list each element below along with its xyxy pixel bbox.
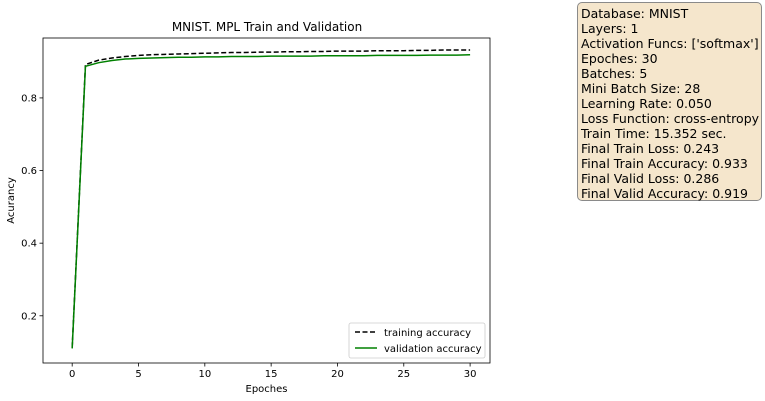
- info-line: Mini Batch Size: 28: [581, 81, 701, 96]
- y-tick-label: 0.6: [21, 166, 37, 177]
- info-line: Learning Rate: 0.050: [581, 96, 712, 111]
- y-axis-label: Acurancy: [6, 177, 17, 224]
- x-tick-label: 5: [135, 369, 141, 380]
- x-tick-label: 15: [265, 369, 278, 380]
- x-tick-label: 20: [331, 369, 344, 380]
- series-layer: [71, 49, 471, 349]
- y-tick-label: 0.8: [21, 93, 37, 104]
- info-line: Final Valid Loss: 0.286: [581, 171, 720, 186]
- legend-frame: [348, 322, 486, 359]
- legend-label-training: training accuracy: [384, 328, 471, 339]
- plot-frame: [42, 37, 491, 364]
- training-accuracy-line: [71, 49, 471, 348]
- legend-label-validation: validation accuracy: [384, 344, 482, 355]
- x-tick-label: 30: [464, 369, 477, 380]
- info-line: Epoches: 30: [581, 51, 658, 66]
- model-info-box: Database: MNIST Layers: 1 Activation Funcs…: [577, 2, 762, 201]
- y-tick-label: 0.4: [21, 239, 37, 250]
- x-tick-label: 0: [69, 369, 75, 380]
- info-line: Final Valid Accuracy: 0.919: [581, 186, 749, 201]
- info-line: Activation Funcs: ['softmax']: [581, 36, 759, 51]
- y-axis-ticks: 0.2 0.4 0.6 0.8: [21, 93, 43, 322]
- info-line: Layers: 1: [581, 21, 639, 36]
- x-axis-ticks: 0 5 10 15 20 25 30: [69, 363, 476, 380]
- info-line: Loss Function: cross-entropy: [581, 111, 760, 126]
- legend: training accuracy validation accuracy: [348, 322, 486, 359]
- validation-accuracy-line: [71, 53, 471, 349]
- info-line: Database: MNIST: [581, 6, 689, 21]
- x-axis-label: Epoches: [246, 384, 288, 395]
- info-line: Final Train Accuracy: 0.933: [581, 156, 748, 171]
- x-tick-label: 25: [397, 369, 410, 380]
- info-line: Batches: 5: [581, 66, 648, 81]
- x-tick-label: 10: [198, 369, 211, 380]
- info-line: Final Train Loss: 0.243: [581, 141, 720, 156]
- y-tick-label: 0.2: [21, 311, 37, 322]
- info-line: Train Time: 15.352 sec.: [581, 126, 727, 141]
- chart-title: MNIST. MPL Train and Validation: [172, 20, 362, 34]
